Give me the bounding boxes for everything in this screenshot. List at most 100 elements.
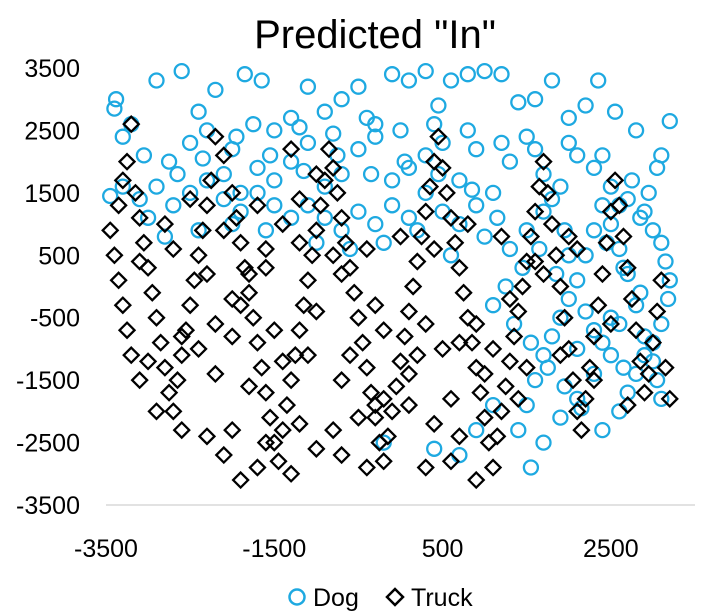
data-point-truck — [227, 208, 246, 227]
data-point-dog — [442, 72, 460, 89]
data-point-dog — [316, 209, 333, 226]
data-point-dog — [518, 396, 535, 414]
data-point-dog — [114, 178, 131, 195]
data-point-dog — [501, 240, 519, 258]
data-point-dog — [531, 240, 548, 258]
data-point-truck — [307, 221, 326, 240]
data-point-dog — [585, 159, 603, 177]
data-point-dog — [615, 359, 632, 376]
data-point-truck — [286, 346, 305, 365]
data-point-truck — [534, 152, 553, 171]
data-point-dog — [560, 109, 577, 127]
data-point-truck — [395, 327, 414, 346]
data-point-truck — [281, 464, 301, 483]
data-point-truck — [357, 458, 376, 477]
data-point-truck — [656, 358, 675, 377]
data-point-truck — [214, 221, 233, 240]
x-tick-label: -3500 — [74, 535, 138, 563]
x-axis-ticks: -3500 -1500 500 2500 — [74, 535, 639, 563]
data-point-dog — [194, 150, 211, 167]
legend-truck-label: Truck — [411, 584, 473, 612]
data-point-truck — [332, 264, 351, 284]
data-point-truck — [260, 408, 280, 427]
data-point-truck — [239, 283, 259, 302]
data-point-dog — [661, 112, 678, 130]
data-point-dog — [282, 153, 300, 170]
data-point-truck — [256, 433, 275, 452]
data-point-dog — [383, 66, 401, 83]
y-tick-label: 2500 — [24, 117, 80, 145]
data-point-truck — [147, 308, 166, 327]
data-point-truck — [189, 339, 208, 359]
data-point-truck — [399, 364, 419, 384]
legend-dog-label: Dog — [313, 584, 359, 612]
data-point-dog — [148, 72, 165, 89]
data-point-truck — [256, 258, 275, 277]
data-point-truck — [181, 296, 200, 315]
data-point-truck — [597, 233, 616, 252]
data-point-truck — [298, 346, 318, 365]
data-point-dog — [543, 72, 561, 89]
data-point-truck — [563, 371, 583, 390]
data-point-dog — [632, 209, 649, 226]
data-point-dog — [484, 297, 502, 314]
data-point-truck — [290, 414, 309, 433]
data-point-dog — [249, 159, 266, 177]
data-point-truck — [526, 202, 545, 221]
data-point-truck — [193, 221, 212, 240]
data-point-dog — [282, 109, 300, 127]
data-point-truck — [635, 383, 654, 402]
data-point-dog — [190, 222, 207, 239]
y-tick-label: -500 — [30, 305, 80, 333]
data-point-dog — [653, 315, 670, 333]
x-tick-label: 2500 — [583, 535, 639, 563]
data-point-truck — [450, 258, 469, 277]
data-point-truck — [130, 208, 149, 227]
data-point-truck — [206, 314, 225, 334]
data-point-truck — [433, 339, 452, 359]
data-point-truck — [164, 402, 183, 421]
data-point-truck — [458, 308, 477, 327]
data-point-truck — [353, 333, 372, 352]
data-point-dog — [598, 234, 615, 251]
data-point-dog — [577, 97, 594, 114]
data-point-truck — [307, 165, 326, 184]
data-point-truck — [626, 321, 646, 340]
data-point-dog — [526, 371, 544, 389]
data-point-dog — [468, 197, 485, 214]
data-point-truck — [509, 389, 528, 408]
data-point-truck — [147, 402, 166, 421]
data-point-truck — [538, 183, 557, 202]
data-point-truck — [181, 189, 200, 209]
data-point-dog — [585, 222, 603, 239]
data-point-dog — [102, 187, 119, 205]
data-point-dog — [657, 253, 674, 270]
data-point-dog — [501, 153, 519, 170]
data-point-truck — [172, 420, 191, 440]
data-point-truck — [500, 289, 520, 309]
legend: Dog Truck — [288, 584, 473, 612]
data-point-dog — [539, 359, 556, 376]
data-point-dog — [123, 116, 140, 133]
data-point-truck — [660, 389, 679, 408]
data-point-truck — [214, 146, 233, 165]
y-tick-label: 1500 — [24, 180, 80, 208]
y-axis-ticks: 3500 2500 1500 500 -500 -1500 -2500 -3500 — [16, 55, 80, 520]
data-point-dog — [400, 209, 418, 226]
data-point-dog — [489, 209, 506, 226]
data-point-dog — [661, 272, 678, 289]
data-point-truck — [504, 327, 524, 346]
data-point-truck — [391, 352, 410, 371]
data-point-truck — [319, 140, 339, 159]
data-point-dog — [522, 334, 540, 351]
data-point-truck — [357, 358, 376, 377]
data-point-dog — [653, 390, 670, 408]
data-point-truck — [130, 371, 149, 390]
data-point-truck — [248, 333, 267, 352]
data-point-truck — [387, 377, 406, 396]
data-point-dog — [426, 440, 443, 457]
data-point-dog — [560, 290, 577, 308]
data-point-truck — [441, 389, 461, 408]
data-point-dog — [627, 365, 645, 383]
data-point-dog — [333, 222, 350, 239]
